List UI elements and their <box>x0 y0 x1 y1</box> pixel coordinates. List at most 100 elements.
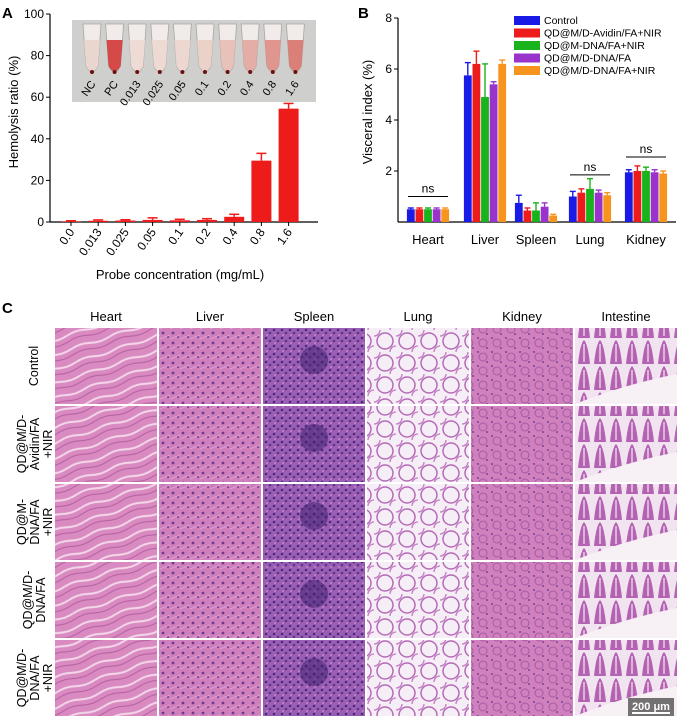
histology-tile <box>55 328 157 404</box>
histology-row-label: Control <box>27 346 41 386</box>
inset-tube-liquid <box>219 40 236 72</box>
hemolysis-y-axis-title: Hemolysis ratio (%) <box>6 56 21 169</box>
visceral-x-tick-label: Lung <box>576 232 605 247</box>
visceral-y-tick-label: 8 <box>385 11 392 25</box>
visceral-x-tick-labels: Heart Liver Spleen Lung Kidney <box>412 232 666 247</box>
histology-tile <box>367 484 469 560</box>
visceral-bar <box>498 63 507 223</box>
visceral-bar <box>415 209 424 222</box>
spleen-white-pulp <box>300 346 328 374</box>
histology-row-label-line: QD@M- <box>15 499 29 545</box>
spleen-white-pulp <box>300 424 328 452</box>
visceral-bar <box>568 196 577 222</box>
histology-row-label: QD@M/D-DNA/FA <box>21 571 48 630</box>
hemolysis-x-tick-label: 0.013 <box>76 225 105 258</box>
inset-tube-liquid <box>242 40 259 72</box>
panel-label-b: B <box>358 5 369 22</box>
histology-tile <box>367 406 469 482</box>
visceral-bar <box>650 172 659 222</box>
legend-entry-label: QD@M/D-Avidin/FA+NIR <box>544 28 662 40</box>
inset-tube-pellet <box>157 70 162 74</box>
histology-image-tiles <box>55 328 677 716</box>
histology-column-header: Kidney <box>502 309 542 324</box>
histology-row-label-line: +NIR <box>41 664 55 693</box>
histology-row-label: QD@M/D-Avidin/FA+NIR <box>15 415 55 474</box>
visceral-bar <box>532 210 540 222</box>
hemolysis-bar <box>169 220 190 222</box>
inset-tube-pellet <box>225 70 230 74</box>
hemolysis-x-tick-label: 0.1 <box>165 225 186 247</box>
visceral-bar <box>432 209 441 222</box>
histology-tile <box>55 406 157 482</box>
visceral-bar <box>633 171 642 222</box>
histology-column-header: Heart <box>90 309 122 324</box>
hemolysis-y-tick-label: 0 <box>37 215 44 229</box>
visceral-bar <box>472 63 481 223</box>
hemolysis-x-axis-title: Probe concentration (mg/mL) <box>96 267 264 282</box>
hemolysis-bars <box>61 102 299 222</box>
visceral-y-tick-label: 4 <box>385 113 392 127</box>
inset-tube-liquid <box>174 40 191 72</box>
legend-swatch <box>514 41 540 50</box>
hemolysis-bar <box>88 220 109 222</box>
inset-tube-liquid <box>287 40 304 72</box>
intestine-lumen <box>575 374 677 404</box>
hemolysis-bar <box>197 219 217 222</box>
inset-tube-pellet <box>248 70 253 74</box>
histology-tile <box>367 640 469 716</box>
inset-tube-liquid <box>129 40 146 72</box>
histology-tile <box>471 406 573 482</box>
histology-row-label-line: QD@M/D- <box>21 571 35 630</box>
intestine-lumen <box>575 608 677 638</box>
visceral-bar <box>514 202 523 222</box>
histology-row-label-line: QD@M/D- <box>15 649 29 708</box>
visceral-x-tick-label: Kidney <box>626 232 666 247</box>
histology-row-label-line: +NIR <box>41 508 55 537</box>
histology-row-label-line: Control <box>27 346 41 386</box>
visceral-bar <box>441 209 450 222</box>
histology-row-labels: ControlQD@M/D-Avidin/FA+NIRQD@M-DNA/FA+N… <box>15 346 55 707</box>
legend-swatch <box>514 53 540 63</box>
inset-tube-pellet <box>293 70 298 74</box>
hemolysis-y-tick-label: 80 <box>31 49 45 63</box>
hemolysis-y-tick-label: 40 <box>31 132 45 146</box>
hemolysis-x-tick-label: 0.025 <box>103 225 132 258</box>
visceral-y-tick-labels: 2 4 6 8 <box>385 11 392 178</box>
hemolysis-y-tick-label: 100 <box>24 7 44 21</box>
histology-row-label-line: +NIR <box>41 430 55 459</box>
legend-entry-label: QD@M/D-DNA/FA+NIR <box>544 65 656 77</box>
visceral-bar <box>659 173 668 222</box>
visceral-bar <box>481 97 489 222</box>
histology-column-header: Lung <box>404 309 433 324</box>
inset-tube-pellet <box>112 70 117 74</box>
intestine-lumen <box>575 452 677 482</box>
hemolysis-bar <box>115 220 136 222</box>
hemolysis-x-tick-label: 0.2 <box>192 225 213 247</box>
visceral-bar <box>577 192 586 222</box>
visceral-bar <box>603 195 612 222</box>
hemolysis-y-tick-label: 60 <box>31 90 45 104</box>
panel-label-c: C <box>2 300 13 317</box>
histology-tile <box>471 484 573 560</box>
hemolysis-x-tick-label: 0.4 <box>220 225 241 247</box>
histology-tile <box>471 640 573 716</box>
panel-b-visceral-index-chart: B ns ns ns Heart Liver Spleen Lung Kidney 2 4 6 8… <box>358 5 676 247</box>
histology-column-header: Liver <box>196 309 225 324</box>
visceral-bar <box>424 209 432 222</box>
hemolysis-bar <box>278 108 299 222</box>
visceral-bars <box>406 50 668 223</box>
hemolysis-bar <box>224 216 245 222</box>
inset-tube-pellet <box>203 70 207 74</box>
histology-row-label: QD@M/D-DNA/FA+NIR <box>15 649 55 708</box>
visceral-bar <box>642 171 650 222</box>
scale-bar-label: 200 μm <box>632 701 670 713</box>
hemolysis-x-tick-label: 0.05 <box>134 225 159 252</box>
intestine-lumen <box>575 530 677 560</box>
histology-tile <box>367 328 469 404</box>
visceral-bar <box>463 75 472 222</box>
visceral-y-tick-label: 6 <box>385 62 392 76</box>
